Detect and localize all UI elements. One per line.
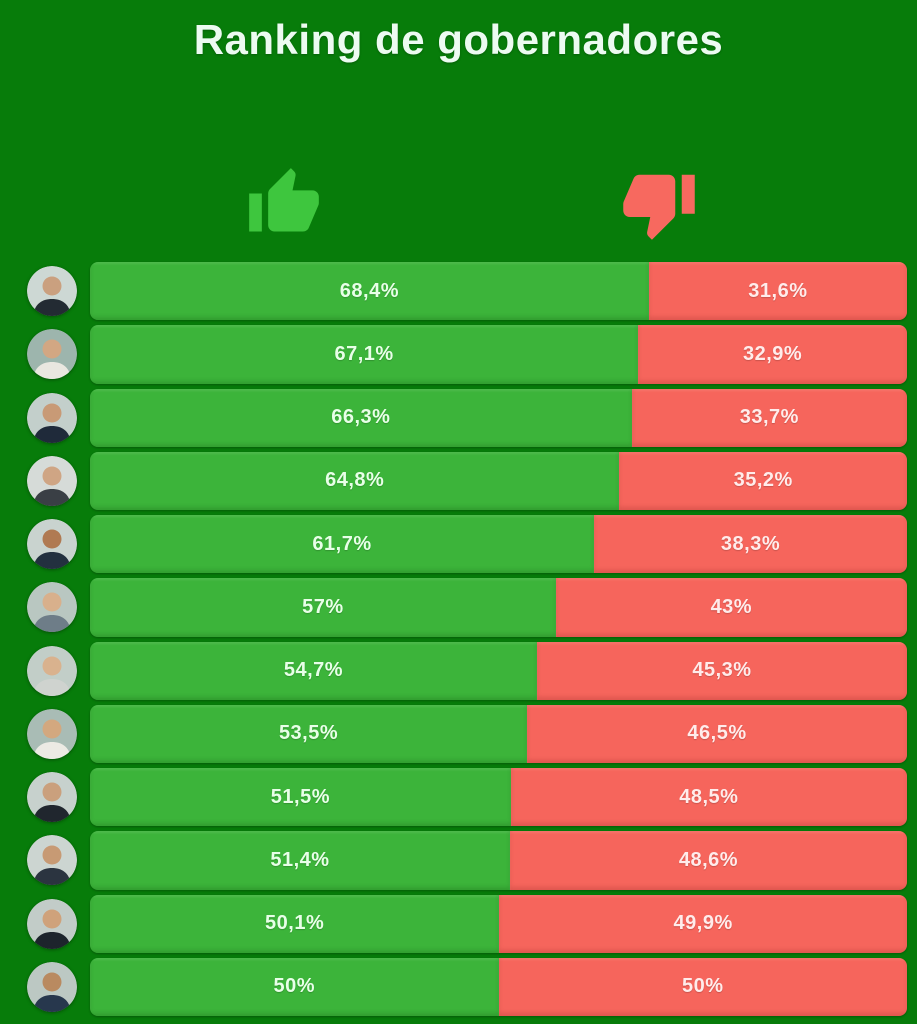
approval-bar: 54,7% 45,3% [90, 641, 907, 700]
approve-segment: 61,7% [90, 515, 595, 574]
approve-label: 53,5% [278, 722, 339, 745]
governor-row: 51,4% 48,6% [0, 831, 917, 890]
governor-row: 54,7% 45,3% [0, 641, 917, 700]
governor-avatar [27, 961, 77, 1012]
disapprove-segment: 32,9% [638, 325, 907, 384]
approval-bar: 67,1% 32,9% [90, 325, 907, 384]
disapprove-label: 32,9% [742, 342, 803, 365]
governor-avatar [27, 392, 77, 443]
approve-label: 54,7% [283, 659, 344, 682]
approval-bar: 50% 50% [90, 957, 907, 1016]
approve-label: 66,3% [331, 406, 391, 429]
approval-bar: 50,1% 49,9% [90, 894, 907, 953]
approve-segment: 51,5% [90, 768, 511, 827]
governor-row: 50% 50% [0, 957, 917, 1016]
governor-row: 67,1% 32,9% [0, 325, 917, 384]
approve-label: 50,1% [265, 912, 325, 935]
approve-label: 64,8% [325, 469, 385, 492]
governor-row: 53,5% 46,5% [0, 704, 917, 763]
disapprove-segment: 31,6% [648, 262, 907, 321]
governor-avatar [27, 835, 77, 886]
page-title: Ranking de gobernadores [193, 16, 724, 63]
disapprove-segment: 43% [555, 578, 907, 637]
governor-row: 64,8% 35,2% [0, 451, 917, 510]
thumbs-down-icon [620, 165, 698, 243]
disapprove-label: 35,2% [733, 469, 793, 492]
disapprove-label: 46,5% [687, 722, 747, 745]
disapprove-label: 49,9% [673, 912, 733, 935]
approval-bar: 57% 43% [90, 578, 907, 637]
approval-bar: 61,7% 38,3% [90, 515, 907, 574]
governor-avatar [27, 329, 77, 380]
approve-segment: 68,4% [90, 262, 649, 321]
approve-segment: 51,4% [90, 831, 510, 890]
ranking-rows: 68,4% 31,6% 67,1% 32,9% [0, 262, 917, 1016]
approve-segment: 54,7% [90, 641, 537, 700]
governor-avatar [27, 898, 77, 949]
approve-segment: 57% [90, 578, 556, 637]
governor-row: 57% 43% [0, 578, 917, 637]
approve-segment: 50,1% [90, 894, 500, 953]
disapprove-segment: 49,9% [499, 894, 907, 953]
thumbs-up-icon [246, 165, 322, 241]
governor-row: 50,1% 49,9% [0, 894, 917, 953]
governor-avatar [27, 772, 77, 823]
disapprove-label: 50% [681, 975, 724, 998]
governor-row: 66,3% 33,7% [0, 388, 917, 447]
disapprove-label: 43% [710, 595, 753, 618]
governor-avatar [27, 266, 77, 317]
disapprove-label: 48,5% [679, 785, 739, 808]
approve-label: 51,5% [270, 785, 330, 808]
approve-label: 57% [302, 595, 344, 618]
approve-segment: 53,5% [90, 704, 528, 763]
approve-label: 68,4% [339, 279, 400, 302]
disapprove-segment: 48,5% [510, 768, 907, 827]
approve-label: 51,4% [270, 848, 330, 871]
approval-bar: 68,4% 31,6% [90, 262, 907, 321]
approval-bar: 51,5% 48,5% [90, 768, 907, 827]
governor-avatar [27, 708, 77, 759]
approve-segment: 50% [90, 957, 499, 1016]
disapprove-label: 33,7% [739, 406, 799, 429]
approve-label: 50% [273, 975, 316, 998]
disapprove-label: 45,3% [692, 659, 752, 682]
disapprove-segment: 33,7% [631, 388, 907, 447]
approve-segment: 67,1% [90, 325, 639, 384]
disapprove-label: 48,6% [678, 848, 739, 871]
governor-avatar [27, 645, 77, 696]
approve-label: 67,1% [334, 342, 394, 365]
approval-bar: 53,5% 46,5% [90, 704, 907, 763]
disapprove-segment: 35,2% [619, 451, 907, 510]
approve-segment: 64,8% [90, 451, 620, 510]
approval-bar: 51,4% 48,6% [90, 831, 907, 890]
approve-label: 61,7% [312, 532, 372, 555]
disapprove-segment: 48,6% [509, 831, 907, 890]
governor-row: 51,5% 48,5% [0, 768, 917, 827]
disapprove-segment: 45,3% [536, 641, 907, 700]
approval-bar: 64,8% 35,2% [90, 451, 907, 510]
approval-bar: 66,3% 33,7% [90, 388, 907, 447]
disapprove-segment: 50% [498, 957, 907, 1016]
approve-segment: 66,3% [90, 388, 632, 447]
governor-avatar [27, 582, 77, 633]
governor-avatar [27, 455, 77, 506]
disapprove-segment: 38,3% [594, 515, 907, 574]
disapprove-label: 38,3% [720, 532, 781, 555]
governor-row: 61,7% 38,3% [0, 515, 917, 574]
disapprove-label: 31,6% [748, 279, 808, 302]
governor-row: 68,4% 31,6% [0, 262, 917, 321]
disapprove-segment: 46,5% [527, 704, 907, 763]
governor-avatar [27, 519, 77, 570]
